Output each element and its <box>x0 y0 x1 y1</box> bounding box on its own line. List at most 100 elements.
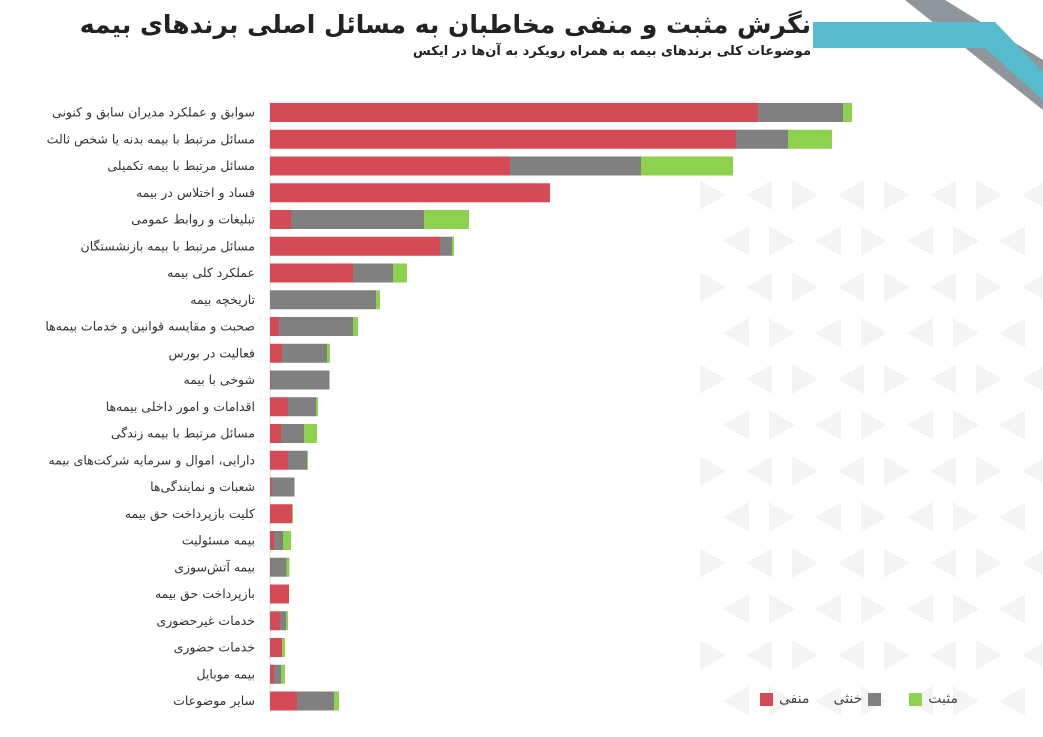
chart-subtitle: موضوعات کلی برندهای بیمه به همراه رویکرد… <box>412 44 811 59</box>
bar-segment-positive <box>292 504 293 524</box>
background-triangle <box>815 410 841 440</box>
background-triangle <box>723 686 749 716</box>
bar-segment-positive <box>641 156 733 176</box>
background-triangle <box>769 318 795 348</box>
category-label: صحبت و مقایسه قوانین و خدمات بیمه‌ها <box>45 319 255 335</box>
bar-segment-neutral <box>274 531 283 550</box>
background-triangle <box>746 364 772 394</box>
bar-segment-positive <box>316 397 318 417</box>
bar-segment-neutral <box>279 317 353 336</box>
background-triangle <box>1022 458 1043 484</box>
background-triangle <box>953 226 979 256</box>
background-triangle <box>907 502 933 532</box>
background-triangle <box>746 180 772 210</box>
category-label: سوابق و عملکرد مدیران سابق و کنونی <box>52 105 255 121</box>
bar-segment-negative <box>270 236 440 256</box>
background-triangle <box>930 180 956 210</box>
background-triangle <box>838 272 864 302</box>
bar-segment-positive <box>281 664 285 684</box>
background-triangle <box>815 502 841 532</box>
bar-segment-negative <box>270 531 274 550</box>
background-triangle <box>769 410 795 440</box>
background-triangle <box>792 272 818 302</box>
background-triangle <box>723 594 749 624</box>
background-triangle <box>999 594 1025 624</box>
background-triangle <box>884 272 910 302</box>
bar-segment-neutral <box>297 691 334 711</box>
bar-segment-positive <box>304 424 317 443</box>
category-label: تبلیغات و روابط عمومی <box>131 212 255 228</box>
background-triangle <box>976 640 1002 670</box>
background-triangle <box>815 318 841 348</box>
background-triangle <box>861 318 887 348</box>
background-triangle <box>746 272 772 302</box>
background-triangle <box>1022 550 1043 576</box>
category-label: فساد و اختلاس در بیمه <box>136 185 255 201</box>
background-triangle <box>953 686 979 716</box>
background-triangle <box>976 364 1002 394</box>
background-triangle <box>976 456 1002 486</box>
bar-segment-neutral <box>271 477 295 497</box>
category-label: مسائل مرتبط با بیمه تکمیلی <box>107 158 255 174</box>
category-label: مسائل مرتبط با بیمه بدنه یا شخص ثالث <box>47 131 255 147</box>
background-triangle <box>1022 642 1043 668</box>
legend-label-positive: مثبت <box>928 691 958 707</box>
background-triangle <box>769 226 795 256</box>
background-triangle <box>930 640 956 670</box>
background-triangle <box>953 410 979 440</box>
category-label: بیمه مسئولیت <box>182 533 255 549</box>
background-triangle <box>930 548 956 578</box>
bar-segment-positive <box>424 210 469 229</box>
background-triangle <box>861 410 887 440</box>
bar-segment-positive <box>286 557 290 577</box>
background-triangle <box>930 272 956 302</box>
background-triangle <box>930 456 956 486</box>
bar-segment-positive <box>452 236 454 256</box>
category-label: مسائل مرتبط با بیمه زندگی <box>111 426 255 442</box>
background-triangle <box>861 502 887 532</box>
background-triangle <box>999 686 1025 716</box>
background-triangle <box>976 548 1002 578</box>
background-triangle <box>769 686 795 716</box>
bar-segment-negative <box>270 611 280 631</box>
background-triangle <box>999 410 1025 440</box>
bar-segment-neutral <box>758 103 843 122</box>
bar-segment-neutral <box>282 343 327 363</box>
background-triangle <box>838 548 864 578</box>
bar-segment-positive <box>376 290 380 310</box>
category-label: بازپرداخت حق بیمه <box>155 586 255 602</box>
background-triangle <box>884 548 910 578</box>
bar-segment-negative <box>270 156 510 176</box>
teal-accent-band <box>813 22 1043 100</box>
legend-swatch-negative <box>760 692 773 706</box>
category-label: تاریخچه بیمه <box>190 292 255 308</box>
bar-segment-negative <box>270 477 272 497</box>
bar-segment-negative <box>270 210 291 229</box>
bar-segment-neutral <box>270 370 330 390</box>
bar-segment-positive <box>283 531 291 550</box>
category-label: خدمات غیرحضوری <box>156 613 255 629</box>
category-label: بیمه آتش‌سوزی <box>174 559 255 575</box>
background-triangle <box>700 548 726 578</box>
triangle-pattern <box>700 180 1043 716</box>
background-triangle <box>976 272 1002 302</box>
bar-segment-negative <box>270 129 736 149</box>
legend-label-neutral: خنثی <box>833 691 863 707</box>
bar-segment-negative <box>270 370 271 390</box>
bar-segment-negative <box>270 504 292 524</box>
bar-segment-negative <box>270 424 281 443</box>
background-triangle <box>723 318 749 348</box>
bar-segment-neutral <box>270 557 287 577</box>
background-triangle <box>838 456 864 486</box>
background-triangle <box>884 640 910 670</box>
bar-segment-positive <box>307 450 308 470</box>
bar-segment-negative <box>270 183 550 203</box>
background-triangle <box>700 456 726 486</box>
background-triangle <box>746 640 772 670</box>
bar-segment-neutral <box>280 611 286 631</box>
background-triangle <box>700 272 726 302</box>
background-triangle <box>815 226 841 256</box>
bar-segment-neutral <box>288 397 316 417</box>
category-label: بیمه موبایل <box>196 666 255 682</box>
